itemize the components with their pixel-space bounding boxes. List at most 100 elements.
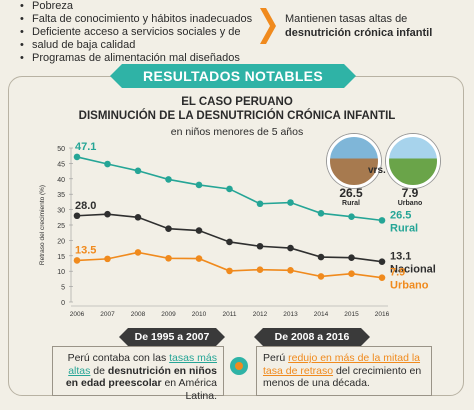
data-point-nacional	[317, 253, 325, 261]
left-text-3: de	[90, 364, 108, 377]
data-point-nacional	[287, 244, 294, 252]
data-point-nacional	[134, 214, 142, 221]
end-value-label-urbano: 7.9	[390, 267, 405, 279]
end-series-name-nacional: Nacional	[390, 264, 436, 276]
causes-list: Pobreza Falta de conocimiento y hábitos …	[20, 0, 252, 65]
data-point-urbano	[134, 249, 142, 256]
y-tick-label: 5	[61, 285, 65, 292]
x-tick-label: 2015	[344, 311, 359, 318]
data-point-nacional	[348, 254, 355, 261]
rural-comparison-label: Rural	[342, 200, 360, 207]
start-value-label-nacional: 28.0	[75, 200, 96, 212]
data-point-rural	[195, 181, 203, 189]
x-tick-label: 2010	[192, 311, 207, 318]
section-banner: RESULTADOS NOTABLES	[110, 64, 356, 88]
data-point-rural	[287, 199, 294, 206]
data-point-urbano	[256, 266, 264, 273]
data-point-nacional	[226, 238, 233, 246]
callout-line2: desnutrición crónica infantil	[285, 27, 433, 39]
period-box-right: Perú redujo en más de la mitad la tasa d…	[256, 346, 432, 396]
data-point-urbano	[348, 270, 355, 277]
data-point-urbano	[195, 255, 203, 262]
connector-dot-icon	[230, 357, 248, 375]
y-tick-label: 10	[57, 269, 65, 276]
left-text-1: Perú contaba con las	[67, 352, 170, 364]
cause-item: Deficiente acceso a servicios sociales y…	[20, 26, 252, 39]
data-point-nacional	[104, 210, 111, 218]
chevron-right-icon	[260, 8, 276, 44]
top-section: Pobreza Falta de conocimiento y hábitos …	[0, 0, 474, 65]
y-tick-label: 25	[57, 223, 65, 230]
y-tick-label: 50	[57, 146, 65, 153]
cause-item-continuation: salud de baja calidad	[20, 39, 252, 52]
urban-photo-icon	[386, 134, 440, 188]
y-tick-label: 20	[57, 238, 65, 245]
data-point-nacional	[165, 225, 172, 232]
versus-label: vrs.	[368, 165, 386, 176]
y-tick-label: 45	[57, 161, 65, 168]
data-point-urbano	[287, 266, 294, 274]
end-value-label-nacional: 13.1	[390, 251, 411, 263]
data-point-nacional	[256, 242, 264, 250]
period-tag-left: De 1995 a 2007	[119, 328, 225, 346]
period-box-left: Perú contaba con las tasas más altas de …	[52, 346, 224, 402]
end-value-label-rural: 26.5	[390, 209, 411, 221]
data-point-rural	[226, 185, 233, 193]
x-tick-label: 2014	[314, 311, 329, 318]
data-point-urbano	[317, 273, 325, 280]
right-text-3: del crecimiento en menos de una década.	[263, 364, 422, 390]
cause-item: Programas de alimentación mal diseñados	[20, 52, 252, 65]
start-value-label-urbano: 13.5	[75, 244, 96, 256]
series-line-nacional	[76, 213, 383, 263]
cause-item: Falta de conocimiento y hábitos inadecua…	[20, 13, 252, 26]
right-text-1: Perú	[263, 352, 289, 364]
data-point-rural	[256, 200, 264, 208]
right-text-2: redujo en más de la mitad la tasa de ret…	[263, 352, 421, 377]
y-tick-label: 0	[61, 300, 65, 307]
x-tick-label: 2009	[161, 311, 176, 318]
chart-subtitle: en niños menores de 5 años	[170, 126, 304, 138]
chart-title-line2: DISMINUCIÓN DE LA DESNUTRICIÓN CRÓNICA I…	[78, 110, 396, 122]
left-text-5: en América Latina.	[161, 377, 217, 402]
data-point-rural	[134, 167, 142, 175]
left-text-2: tasas más altas	[68, 352, 217, 377]
y-axis-label: Retraso del crecimiento (%)	[39, 185, 46, 265]
data-point-urbano	[73, 257, 81, 264]
data-point-rural	[73, 153, 81, 161]
end-series-name-rural: Rural	[390, 222, 418, 234]
data-point-urbano	[378, 274, 386, 281]
x-tick-label: 2012	[253, 311, 268, 318]
y-tick-label: 30	[57, 208, 65, 215]
x-tick-label: 2008	[131, 311, 146, 318]
end-series-name-urbano: Urbano	[390, 280, 429, 292]
callout-text: Mantienen tasas altas de desnutrición cr…	[285, 12, 432, 40]
period-tag-right: De 2008 a 2016	[254, 328, 370, 346]
data-point-urbano	[226, 267, 233, 275]
rural-photo-icon	[327, 134, 381, 188]
data-point-rural	[317, 209, 325, 217]
rural-comparison-value: 26.5	[339, 186, 363, 200]
data-point-nacional	[195, 227, 203, 234]
data-point-urbano	[165, 254, 172, 262]
x-tick-label: 2016	[375, 311, 390, 318]
y-tick-label: 35	[57, 192, 65, 199]
data-point-rural	[165, 176, 172, 183]
data-point-nacional	[378, 258, 386, 265]
left-text-4: desnutrición en niños en edad preescolar	[65, 364, 217, 390]
data-point-rural	[104, 160, 111, 168]
y-tick-label: 40	[57, 177, 65, 184]
urban-comparison-label: Urbano	[397, 200, 423, 207]
callout-line1: Mantienen tasas altas de	[285, 13, 408, 25]
data-point-nacional	[73, 212, 81, 220]
y-tick-label: 15	[57, 254, 65, 261]
data-point-rural	[378, 217, 386, 224]
chart-title-line1: EL CASO PERUANO	[181, 96, 293, 108]
x-tick-label: 2007	[100, 311, 115, 318]
data-point-rural	[348, 213, 355, 220]
cause-item: Pobreza	[20, 0, 252, 13]
x-tick-label: 2011	[223, 311, 237, 318]
x-tick-label: 2013	[283, 311, 298, 318]
x-tick-label: 2006	[70, 311, 85, 318]
data-point-urbano	[104, 255, 111, 263]
